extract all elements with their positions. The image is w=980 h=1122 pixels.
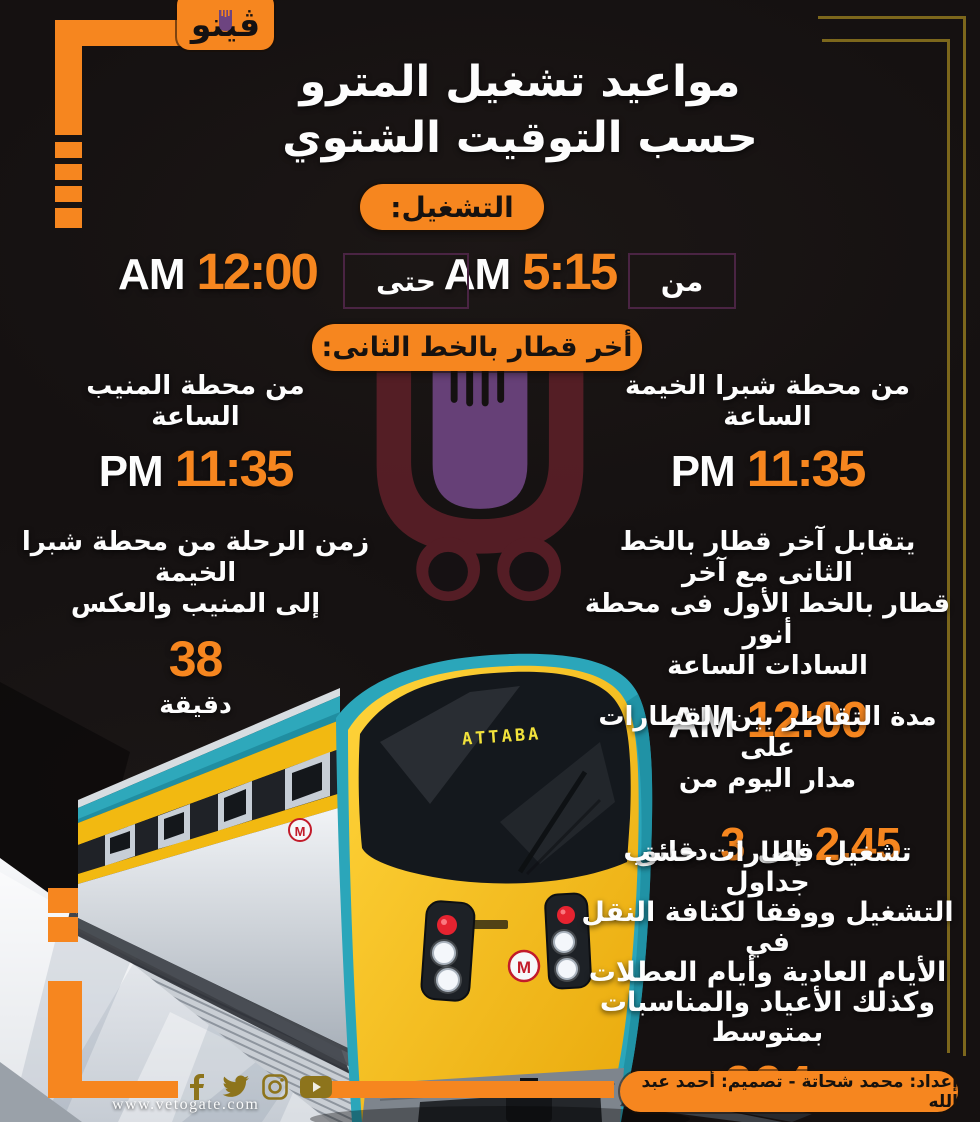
from-box-label: من [660,264,704,298]
lines-meet-value: 12:00 [746,691,868,748]
operation-badge: التشغيل: [360,184,544,230]
station-mounib-line2: الساعة [151,402,240,432]
daily-trips-line1: تشغيل قطارات حسب جداول [623,837,912,898]
station-mounib-time: PM 11:35 [8,443,383,494]
until-time: AM 12:00 [100,246,335,297]
station-mounib-line1: من محطة المنيب [86,371,305,401]
trip-duration-value: 38 [168,631,224,687]
lines-meet-line2: قطار بالخط الأول فى محطة أنور [584,589,951,650]
instagram-icon[interactable] [262,1074,288,1100]
trip-duration-line1: زمن الرحلة من محطة شبرا الخيمة [21,527,370,588]
veto-hand-icon [219,8,232,31]
lines-meet-period: AM [668,698,735,747]
headway-line1: مدة التقاطر بين القطارات على [598,702,937,763]
last-train-badge: أخر قطار بالخط الثانى: [312,324,642,371]
trip-duration-unit: دقيقة [159,690,232,719]
until-time-value: 12:00 [196,243,318,300]
lines-meet-line1: يتقابل آخر قطار بالخط الثانى مع آخر [619,527,916,588]
daily-trips-line2: التشغيل ووفقا لكثافة النقل في [581,897,954,958]
until-box: حتى [343,253,469,309]
trip-duration: زمن الرحلة من محطة شبرا الخيمة إلى المني… [8,527,383,719]
lines-meet: يتقابل آخر قطار بالخط الثانى مع آخر قطار… [580,527,955,745]
last-train-badge-label: أخر قطار بالخط الثانى: [321,332,633,363]
station-shubra-line2: الساعة [723,402,812,432]
station-shubra-period: PM [670,447,736,496]
headway-to-word: إلى [757,837,803,867]
until-time-period: AM [118,250,185,299]
headway: مدة التقاطر بين القطارات على مدار اليوم … [580,702,955,871]
daily-trips-line5: بمتوسط [711,1017,824,1048]
page-title-line1: مواعيد تشغيل المترو [299,57,741,107]
from-time-value: 5:15 [522,243,618,300]
daily-trips: تشغيل قطارات حسب جداول التشغيل ووفقا لكث… [580,838,955,1122]
headway-values: 2.45 إلى 3 دقائق [580,817,955,871]
station-shubra: من محطة شبرا الخيمة الساعة PM 11:35 [580,371,955,494]
from-time: AM 5:15 [440,246,620,297]
metro-train-image: M ATTABA M [0,653,812,1122]
station-shubra-line1: من محطة شبرا الخيمة [624,371,911,401]
website-url[interactable]: www.vetogate.com [112,1096,260,1113]
headway-value1: 2.45 [814,818,902,870]
until-box-label: حتى [376,264,436,298]
veto-hand-watermark [376,349,584,602]
daily-trips-line4: وكذلك الأعياد والمناسبات [599,987,936,1018]
credits-text: إعداد: محمد شحاتة - تصميم: أحمد عبد الله [641,1071,958,1112]
daily-trips-unit: رحلة / يوميًا [580,1120,955,1122]
station-mounib: من محطة المنيب الساعة PM 11:35 [8,371,383,494]
headway-unit: دقائق [634,837,709,867]
station-mounib-value: 11:35 [174,440,295,497]
page-title: مواعيد تشغيل المترو حسب التوقيت الشتوي [240,56,800,164]
station-shubra-time: PM 11:35 [580,443,955,494]
svg-text:M: M [295,824,306,839]
operation-badge-label: التشغيل: [390,190,514,224]
trip-duration-line2: إلى المنيب والعكس [70,589,321,619]
front-metro-logo: M [517,958,531,977]
lines-meet-time: AM 12:00 [580,694,955,745]
credits-pill: إعداد: محمد شحاتة - تصميم: أحمد عبد الله [620,1071,958,1112]
daily-trips-line3: الأيام العادية وأيام العطلات [588,957,947,988]
from-time-period: AM [443,250,511,299]
social-bar [186,1074,332,1100]
facebook-icon[interactable] [186,1074,210,1100]
headway-line2: مدار اليوم من [678,764,857,794]
veto-logo: ڤيتو [177,0,274,50]
lines-meet-line3: السادات الساعة [667,651,868,681]
page-title-line2: حسب التوقيت الشتوي [282,113,758,163]
youtube-icon[interactable] [300,1075,332,1099]
twitter-icon[interactable] [222,1074,250,1100]
station-shubra-value: 11:35 [746,440,867,497]
station-mounib-period: PM [98,447,164,496]
headway-value2: 3 [720,818,746,870]
from-box: من [628,253,736,309]
